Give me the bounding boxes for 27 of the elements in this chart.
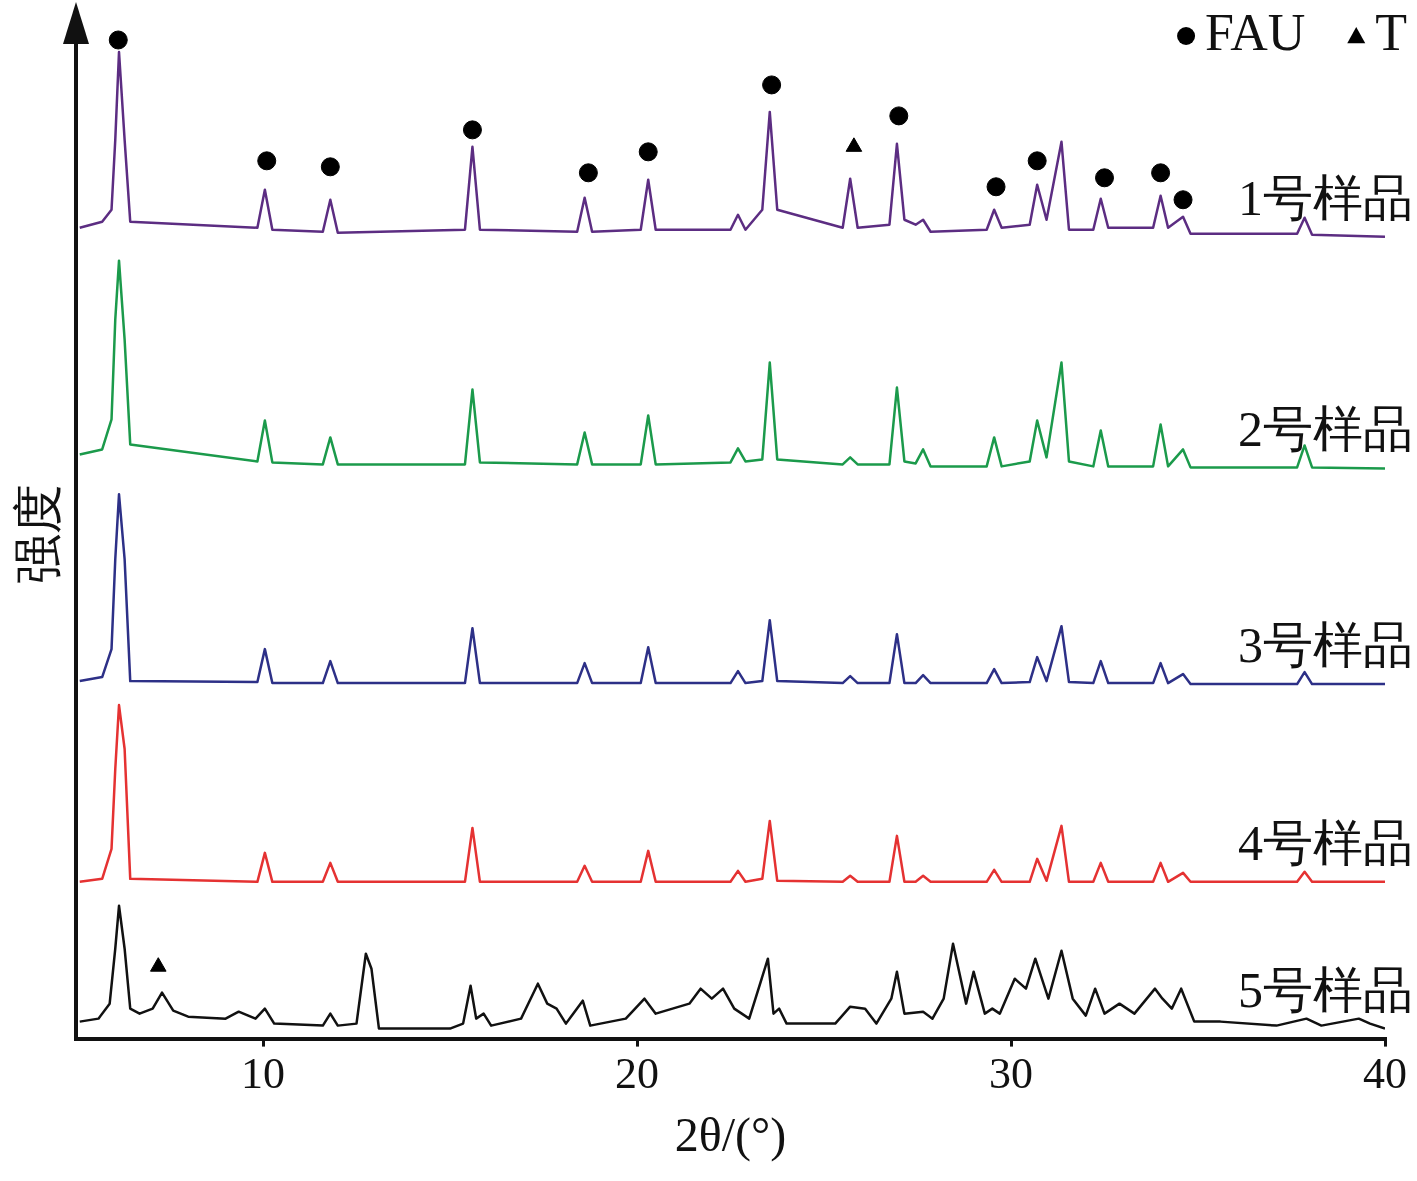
point: [1095, 168, 1114, 188]
point: [889, 106, 909, 126]
x-tick-label: 40: [1363, 1048, 1407, 1098]
point: [462, 120, 482, 140]
point: [1173, 190, 1193, 210]
point: [149, 957, 167, 972]
series-label: 5号样品: [1238, 961, 1413, 1018]
y-axis-title: 强度: [10, 484, 67, 585]
series-label: 4号样品: [1238, 814, 1413, 871]
series-label: 1号样品: [1238, 169, 1413, 226]
point: [762, 75, 782, 95]
point: [257, 151, 277, 171]
x-axis-title: 2θ/(°): [674, 1107, 787, 1162]
x-tick-label: 10: [241, 1048, 285, 1098]
point: [320, 157, 340, 177]
series-label: 2号样品: [1238, 401, 1413, 458]
point: [1027, 151, 1047, 171]
series-label: 3号样品: [1238, 617, 1413, 674]
point: [1151, 163, 1171, 183]
legend-label: FAU: [1205, 3, 1306, 61]
point: [986, 177, 1006, 197]
point: [578, 163, 598, 183]
x-tick-label: 20: [615, 1048, 659, 1098]
x-tick-label: 30: [989, 1048, 1033, 1098]
legend-label: T: [1375, 3, 1407, 61]
point: [108, 30, 128, 50]
point: [638, 142, 658, 162]
